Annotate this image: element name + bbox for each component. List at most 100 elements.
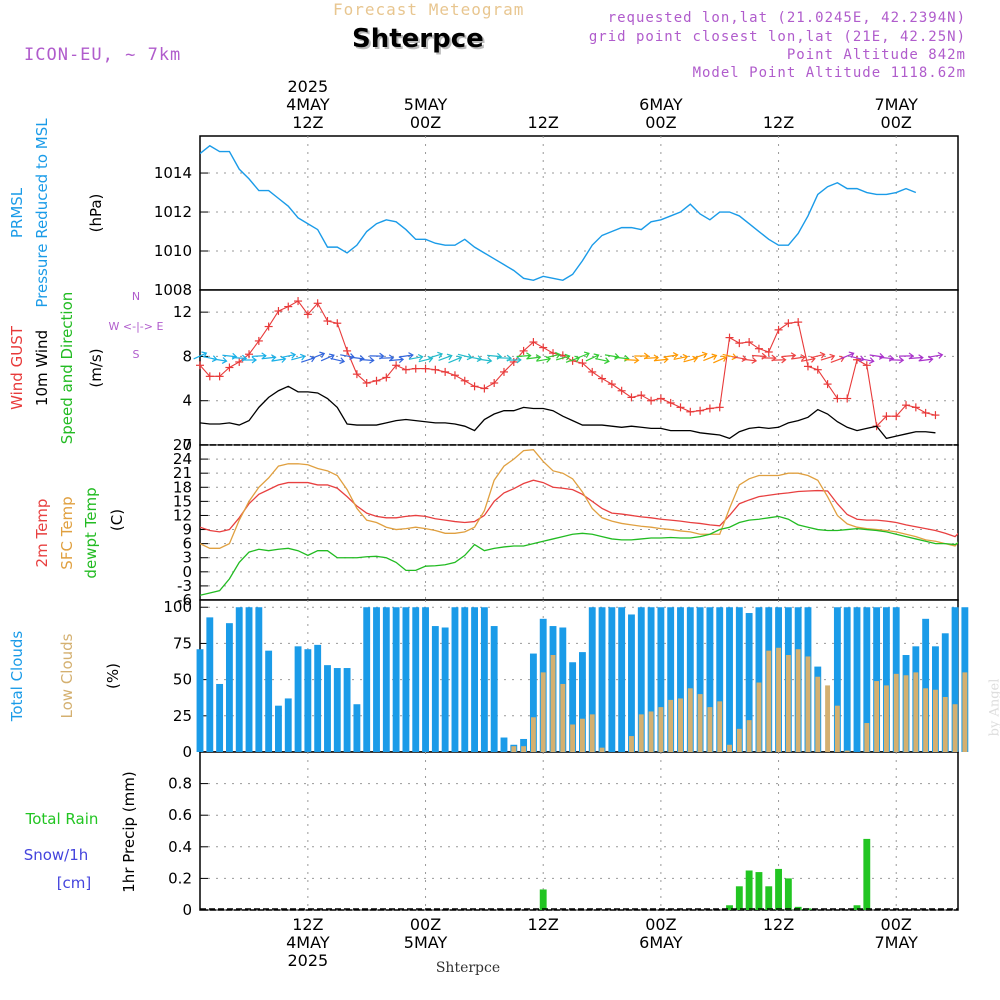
arrow-shaft bbox=[271, 358, 286, 362]
wind-direction-arrow bbox=[889, 356, 905, 364]
gust-marker bbox=[902, 401, 911, 410]
arrow-head bbox=[486, 357, 493, 364]
gust-marker bbox=[343, 346, 352, 355]
arrow-shaft bbox=[653, 358, 668, 362]
total-cloud-bar bbox=[333, 668, 341, 752]
gust-marker bbox=[745, 338, 754, 347]
total-cloud-bar bbox=[608, 607, 616, 752]
y-tick-label: 1008 bbox=[154, 281, 192, 299]
gust-marker bbox=[843, 394, 852, 403]
arrow-shaft bbox=[908, 356, 923, 360]
arrow-head bbox=[437, 351, 443, 359]
arrow-shaft bbox=[251, 355, 266, 357]
low-cloud-bar bbox=[756, 682, 762, 752]
rain-bar bbox=[755, 872, 763, 910]
gust-marker bbox=[578, 359, 587, 368]
wind-direction-arrow bbox=[673, 353, 689, 361]
gust-marker bbox=[686, 407, 695, 416]
low-cloud-bar bbox=[717, 701, 723, 752]
total-cloud-bar bbox=[569, 662, 577, 752]
low-cloud-bar bbox=[883, 685, 889, 752]
panel-frame bbox=[199, 751, 959, 911]
low-cloud-bar bbox=[521, 746, 527, 752]
total-cloud-bar bbox=[686, 607, 694, 752]
arrow-head bbox=[829, 353, 836, 361]
wind-direction-arrow bbox=[330, 357, 346, 365]
dewpt-label: dewpt Temp bbox=[82, 487, 100, 578]
wind-direction-arrow bbox=[349, 354, 365, 362]
low-cloud-bar bbox=[540, 672, 546, 752]
low-cloud-bar bbox=[962, 672, 968, 752]
arrow-shaft bbox=[644, 357, 659, 359]
total-cloud-bar bbox=[677, 607, 684, 752]
arrow-head bbox=[898, 356, 905, 364]
gust-marker bbox=[588, 367, 597, 376]
gust-marker bbox=[656, 394, 665, 403]
bottom-time-label: 5MAY bbox=[404, 933, 448, 952]
gust-marker bbox=[666, 398, 675, 407]
wind-direction-arrow bbox=[291, 353, 306, 361]
wind-direction-arrow bbox=[477, 357, 493, 364]
gust-marker bbox=[392, 361, 401, 370]
gust-marker bbox=[725, 333, 734, 342]
arrow-head bbox=[701, 351, 708, 359]
gust-marker bbox=[431, 365, 440, 374]
total-cloud-bar bbox=[755, 607, 763, 752]
total-cloud-bar bbox=[843, 607, 851, 752]
total-cloud-bar bbox=[735, 607, 743, 752]
requested-coordinates: requested lon,lat (21.0245E, 42.2394N) bbox=[607, 10, 966, 26]
gust-marker bbox=[333, 319, 342, 328]
arrow-head bbox=[456, 355, 463, 362]
dewpt-line bbox=[200, 515, 958, 596]
arrow-shaft bbox=[585, 354, 599, 362]
y-tick-label: 0.6 bbox=[168, 806, 192, 824]
gust-marker bbox=[539, 343, 548, 352]
gust-marker bbox=[794, 318, 803, 327]
gust-marker bbox=[294, 297, 303, 306]
arrow-shaft bbox=[291, 355, 305, 361]
total-cloud-bar bbox=[471, 607, 478, 752]
arrow-head bbox=[672, 352, 679, 359]
y-tick-label: 0.8 bbox=[168, 775, 192, 793]
low-cloud-bar bbox=[678, 698, 683, 752]
arrow-shaft bbox=[487, 354, 502, 358]
wind-direction-arrow bbox=[575, 351, 590, 360]
gust-marker bbox=[254, 336, 263, 345]
arrow-head bbox=[398, 356, 405, 364]
wind-direction-arrow bbox=[212, 357, 228, 364]
total-cloud-bar bbox=[637, 607, 645, 752]
arrow-shaft bbox=[516, 354, 531, 358]
wind-direction-arrow bbox=[320, 353, 335, 362]
gust-marker bbox=[205, 372, 214, 381]
wind-direction-arrow bbox=[359, 356, 375, 364]
arrow-shaft bbox=[310, 352, 325, 360]
cloud-unit: (%) bbox=[104, 663, 122, 689]
wind-direction-arrow bbox=[928, 351, 944, 359]
wind-direction-arrow bbox=[310, 351, 326, 360]
y-tick-label: -3 bbox=[177, 577, 192, 595]
gust-marker bbox=[245, 350, 254, 359]
arrow-head bbox=[261, 352, 267, 360]
rain-bar bbox=[765, 886, 773, 910]
low-cloud-bar bbox=[834, 705, 840, 752]
rain-bar bbox=[745, 870, 753, 910]
bottom-time-label: 12Z bbox=[528, 915, 559, 934]
low-cloud-bar bbox=[589, 714, 595, 752]
arrow-shaft bbox=[418, 357, 433, 363]
panel-1: 1008 1010 1012 1014 bbox=[154, 135, 959, 299]
arrow-shaft bbox=[398, 354, 413, 358]
total-cloud-bar bbox=[216, 683, 224, 752]
low-cloud-bar bbox=[805, 656, 811, 752]
wind-direction-arrow bbox=[418, 355, 434, 363]
rain-bar bbox=[539, 889, 547, 910]
y-tick-label: 100 bbox=[163, 598, 192, 616]
gust-marker bbox=[882, 412, 891, 421]
gust-marker bbox=[225, 363, 234, 372]
y-tick-label: 1010 bbox=[154, 242, 192, 260]
low-cloud-bar bbox=[893, 673, 899, 752]
low-cloud-bar bbox=[903, 675, 909, 752]
gust-marker bbox=[911, 403, 920, 412]
total-cloud-bar bbox=[412, 607, 420, 752]
gust-marker bbox=[754, 344, 763, 353]
bottom-time-label: 12Z bbox=[292, 915, 323, 934]
